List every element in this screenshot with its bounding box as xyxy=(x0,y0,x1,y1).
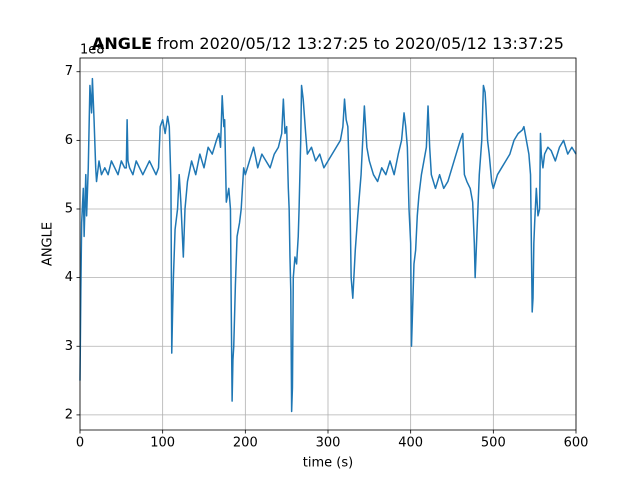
y-tick-label: 2 xyxy=(65,407,73,422)
line xyxy=(79,77,577,413)
y-tick-label: 3 xyxy=(65,339,73,354)
y-tick-label: 4 xyxy=(65,270,73,285)
x-tick-label: 0 xyxy=(76,436,84,451)
x-tick-label: 300 xyxy=(316,436,341,451)
y-tick-label: 5 xyxy=(65,201,73,216)
x-tick-label: 200 xyxy=(233,436,258,451)
plot-frame xyxy=(79,57,577,431)
y-tick-label: 6 xyxy=(65,133,73,148)
x-tick-label: 100 xyxy=(150,436,175,451)
x-tick-label: 400 xyxy=(398,436,423,451)
chart-title: ANGLE from 2020/05/12 13:27:25 to 2020/05… xyxy=(92,34,564,53)
title-rest: from 2020/05/12 13:27:25 to 2020/05/12 1… xyxy=(157,34,564,53)
x-tick-label: 600 xyxy=(564,436,589,451)
x-tick-label: 500 xyxy=(481,436,506,451)
y-tick-label: 7 xyxy=(65,64,73,79)
y-axis-label: ANGLE xyxy=(41,222,56,266)
x-axis-label: time (s) xyxy=(303,456,353,471)
title-bold: ANGLE xyxy=(92,34,152,53)
offset-label: 1e8 xyxy=(80,43,105,58)
